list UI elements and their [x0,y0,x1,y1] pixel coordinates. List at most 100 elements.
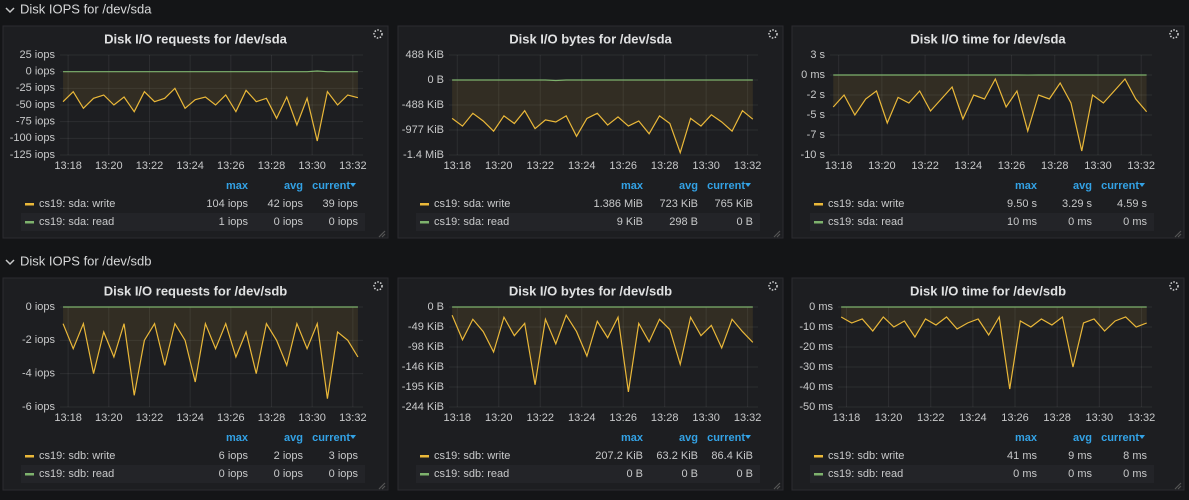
legend-column[interactable]: current [707,432,745,444]
y-tick-label: -125 iops [10,149,56,161]
legend-item[interactable]: cs19: sda: read 10 ms 0 ms 0 ms [814,216,1147,228]
legend-value: 0 iops [274,468,304,480]
legend-name: cs19: sda: read [434,216,509,228]
loading-spinner [1169,29,1179,39]
legend-name: cs19: sdb: read [39,468,114,480]
legend-value: 0 ms [1013,468,1037,480]
legend-value: 0 ms [1068,468,1092,480]
legend-column[interactable]: current [1101,432,1139,444]
legend-item[interactable]: cs19: sda: write 9.50 s 3.29 s 4.59 s [814,198,1147,210]
resize-handle [378,482,386,490]
legend-column[interactable]: max [621,180,644,192]
legend-column[interactable]: current [312,432,350,444]
legend-item[interactable]: cs19: sda: read 9 KiB 298 B 0 B [420,216,753,228]
y-tick-label: -30 ms [799,361,833,373]
legend-column[interactable]: current [707,180,745,192]
legend-value: 8 ms [1123,450,1147,462]
panel-title: Disk I/O bytes for /dev/sda [509,31,672,46]
row-header[interactable]: Disk IOPS for /dev/sda [5,1,152,16]
legend-value: 9 KiB [617,216,643,228]
legend-value: 0 iops [329,468,359,480]
y-tick-label: 0 B [427,74,444,86]
legend-row-bg [416,465,760,483]
x-tick-label: 13:20 [485,160,513,172]
legend-item[interactable]: cs19: sda: write 1.386 MiB 723 KiB 765 KiB [420,198,753,210]
y-tick-label: -10 ms [799,321,833,333]
legend-value: 0 iops [274,216,304,228]
legend-swatch [420,221,429,224]
series-line [63,70,358,73]
legend-item[interactable]: cs19: sdb: read 0 iops 0 iops 0 iops [25,468,358,480]
legend-item[interactable]: cs19: sdb: read 0 B 0 B 0 B [420,468,753,480]
legend-swatch [814,473,823,476]
legend-name: cs19: sdb: write [39,450,115,462]
y-tick-label: -10 s [801,149,826,161]
x-tick-label: 13:18 [444,160,472,172]
x-tick-label: 13:26 [217,160,245,172]
legend-value: 0 B [736,468,753,480]
x-tick-label: 13:30 [298,160,326,172]
y-tick-label: 25 iops [20,49,56,61]
legend-column[interactable]: avg [679,432,698,444]
x-tick-label: 13:32 [339,412,367,424]
x-tick-label: 13:30 [692,160,720,172]
series-area [63,307,358,399]
legend-column[interactable]: current [312,180,350,192]
series-line [62,321,359,399]
x-tick-label: 13:32 [1128,412,1156,424]
x-tick-label: 13:20 [95,160,123,172]
y-tick-label: -2 s [807,89,826,101]
legend-value: 0 ms [1123,468,1147,480]
panel-title: Disk I/O time for /dev/sda [910,31,1066,46]
legend-item[interactable]: cs19: sdb: write 41 ms 9 ms 8 ms [814,450,1147,462]
legend-value: 0 iops [329,216,359,228]
sort-caret [1139,183,1145,187]
legend-column[interactable]: max [1015,432,1038,444]
legend-value: 0 B [736,216,753,228]
x-tick-label: 13:28 [1041,160,1069,172]
legend-item[interactable]: cs19: sda: write 104 iops 42 iops 39 iops [25,198,358,210]
legend-column[interactable]: avg [1073,432,1092,444]
x-tick-label: 13:26 [609,412,637,424]
x-tick-label: 13:18 [54,160,82,172]
x-tick-label: 13:20 [95,412,123,424]
x-tick-label: 13:32 [734,160,762,172]
x-tick-label: 13:18 [444,412,472,424]
legend-value: 3 iops [329,450,359,462]
x-tick-label: 13:28 [258,160,286,172]
x-tick-label: 13:20 [875,412,903,424]
legend-swatch [814,455,823,458]
series-line [62,87,359,142]
legend-swatch [420,473,429,476]
legend-column[interactable]: max [226,432,249,444]
x-tick-label: 13:24 [568,160,596,172]
legend-column[interactable]: max [1015,180,1038,192]
legend-item[interactable]: cs19: sda: read 1 iops 0 iops 0 iops [25,216,358,228]
legend-column[interactable]: avg [1073,180,1092,192]
legend-value: 104 iops [206,198,248,210]
legend-item[interactable]: cs19: sdb: write 207.2 KiB 63.2 KiB 86.4 Ki… [420,450,753,462]
legend-name: cs19: sda: read [828,216,903,228]
legend-item[interactable]: cs19: sdb: write 6 iops 2 iops 3 iops [25,450,358,462]
legend-column[interactable]: max [621,432,644,444]
loading-spinner [1169,281,1179,291]
legend-value: 42 iops [268,198,304,210]
row-header[interactable]: Disk IOPS for /dev/sdb [5,253,152,268]
legend-column[interactable]: avg [284,432,303,444]
sort-caret [745,435,751,439]
legend-column[interactable]: current [1101,180,1139,192]
x-tick-label: 13:24 [959,412,987,424]
legend-column[interactable]: avg [284,180,303,192]
x-tick-label: 13:20 [485,412,513,424]
legend-value: 765 KiB [714,198,753,210]
legend-swatch [420,203,429,206]
legend-item[interactable]: cs19: sdb: read 0 ms 0 ms 0 ms [814,468,1147,480]
legend-name: cs19: sdb: write [434,450,510,462]
y-tick-label: 3 s [810,49,825,61]
y-tick-label: -40 ms [799,381,833,393]
legend-value: 86.4 KiB [711,450,753,462]
y-tick-label: -98 KiB [408,341,444,353]
legend-column[interactable]: max [226,180,249,192]
legend-column[interactable]: avg [679,180,698,192]
legend-row-bg [810,465,1154,483]
